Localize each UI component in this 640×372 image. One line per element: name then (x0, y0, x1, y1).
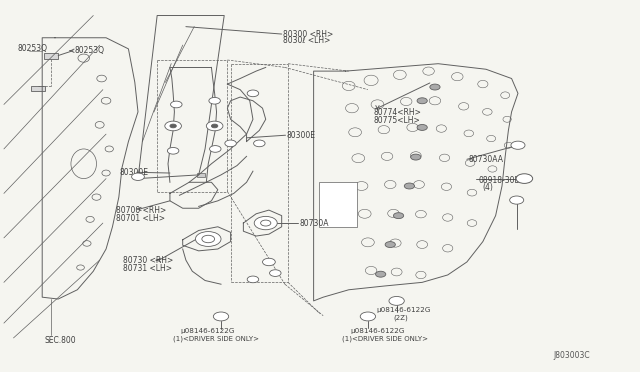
Circle shape (202, 235, 214, 243)
Circle shape (376, 271, 386, 277)
Text: 80300 <RH>: 80300 <RH> (283, 29, 333, 39)
Text: 80731 <LH>: 80731 <LH> (124, 264, 172, 273)
Circle shape (269, 270, 281, 276)
Text: J803003C: J803003C (553, 351, 589, 360)
Text: N: N (522, 176, 527, 181)
FancyBboxPatch shape (197, 173, 205, 177)
Text: 80253Q: 80253Q (75, 46, 105, 55)
Circle shape (211, 124, 218, 128)
Circle shape (385, 241, 396, 247)
Text: B: B (366, 314, 370, 319)
Circle shape (417, 125, 428, 131)
Circle shape (411, 154, 421, 160)
Text: B: B (394, 298, 399, 304)
Text: µ08146-6122G: µ08146-6122G (351, 328, 405, 334)
Circle shape (260, 220, 271, 226)
Text: 80300E: 80300E (120, 168, 148, 177)
Text: µ08146-6122G: µ08146-6122G (180, 328, 236, 334)
Text: µ08146-6122G: µ08146-6122G (376, 307, 431, 313)
Circle shape (394, 213, 404, 219)
FancyBboxPatch shape (44, 52, 58, 58)
Text: 80775<LH>: 80775<LH> (373, 116, 420, 125)
Circle shape (209, 145, 221, 152)
FancyBboxPatch shape (31, 86, 45, 92)
Text: 80730A: 80730A (300, 219, 329, 228)
Text: 80730AA: 80730AA (468, 155, 504, 164)
Circle shape (213, 312, 228, 321)
Text: 08918-30B1A: 08918-30B1A (478, 176, 530, 185)
Circle shape (389, 296, 404, 305)
Text: (4): (4) (483, 183, 493, 192)
Text: (1)<DRIVER SIDE ONLY>: (1)<DRIVER SIDE ONLY> (173, 336, 259, 342)
Text: 80700 <RH>: 80700 <RH> (116, 206, 166, 215)
Circle shape (417, 98, 428, 104)
Circle shape (247, 90, 259, 97)
Circle shape (132, 173, 145, 180)
Text: (2Z): (2Z) (394, 314, 408, 321)
Circle shape (262, 258, 275, 266)
FancyBboxPatch shape (319, 182, 357, 227)
Circle shape (516, 174, 532, 183)
Text: 80300E: 80300E (287, 131, 316, 140)
Circle shape (511, 141, 525, 149)
Circle shape (171, 101, 182, 108)
Circle shape (253, 140, 265, 147)
Circle shape (209, 97, 220, 104)
Circle shape (225, 140, 236, 147)
Text: SEC.800: SEC.800 (44, 336, 76, 346)
Text: 80774<RH>: 80774<RH> (373, 108, 421, 117)
Circle shape (404, 183, 415, 189)
Circle shape (168, 147, 179, 154)
Circle shape (360, 312, 376, 321)
Circle shape (195, 232, 221, 246)
Text: 80730 <RH>: 80730 <RH> (124, 256, 173, 264)
Text: 80701 <LH>: 80701 <LH> (116, 214, 164, 223)
Circle shape (206, 121, 223, 131)
Circle shape (430, 84, 440, 90)
Circle shape (509, 196, 524, 204)
Circle shape (170, 124, 176, 128)
Circle shape (165, 121, 181, 131)
Text: B: B (219, 314, 223, 319)
Text: (1)<DRIVER SIDE ONLY>: (1)<DRIVER SIDE ONLY> (342, 336, 428, 342)
Circle shape (247, 276, 259, 283)
Text: 8030ℓ <LH>: 8030ℓ <LH> (283, 36, 330, 45)
Text: 80253Q: 80253Q (18, 44, 48, 53)
Circle shape (254, 217, 277, 230)
